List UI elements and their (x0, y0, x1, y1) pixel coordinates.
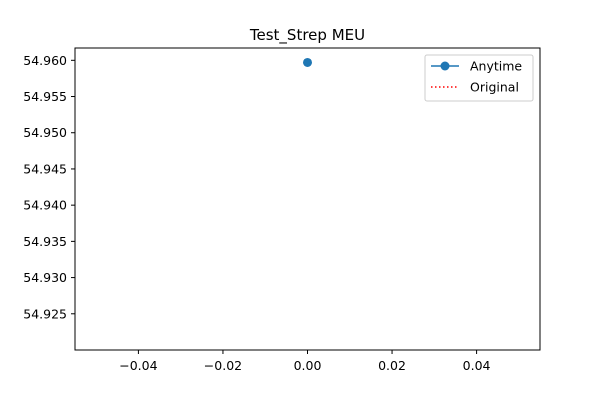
legend: Anytime Original (424, 54, 534, 102)
y-tick-label: 54.960 (23, 53, 67, 68)
y-tick-label: 54.930 (23, 270, 67, 285)
y-tick-label: 54.925 (23, 306, 67, 321)
legend-label: Original (470, 80, 519, 95)
y-tick-label: 54.940 (23, 198, 67, 213)
x-tick-label: −0.04 (119, 358, 157, 373)
x-tick-label: 0.02 (378, 358, 406, 373)
y-tick-label: 54.955 (23, 89, 67, 104)
y-tick-label: 54.950 (23, 125, 67, 140)
x-tick-label: 0.04 (463, 358, 491, 373)
y-tick-label: 54.935 (23, 234, 67, 249)
x-tick-label: −0.02 (204, 358, 242, 373)
x-tick-label: 0.00 (294, 358, 322, 373)
chart-title: Test_Strep MEU (249, 26, 365, 45)
x-axis: −0.04 −0.02 0.00 0.02 0.04 (119, 350, 491, 373)
legend-label: Anytime (470, 59, 522, 74)
legend-marker (440, 61, 450, 71)
y-axis: 54.925 54.930 54.935 54.940 54.945 54.950 54.9… (23, 53, 75, 321)
axes-frame (74, 47, 541, 351)
plot-area (303, 57, 312, 67)
data-point (303, 57, 312, 67)
y-tick-label: 54.945 (23, 161, 67, 176)
